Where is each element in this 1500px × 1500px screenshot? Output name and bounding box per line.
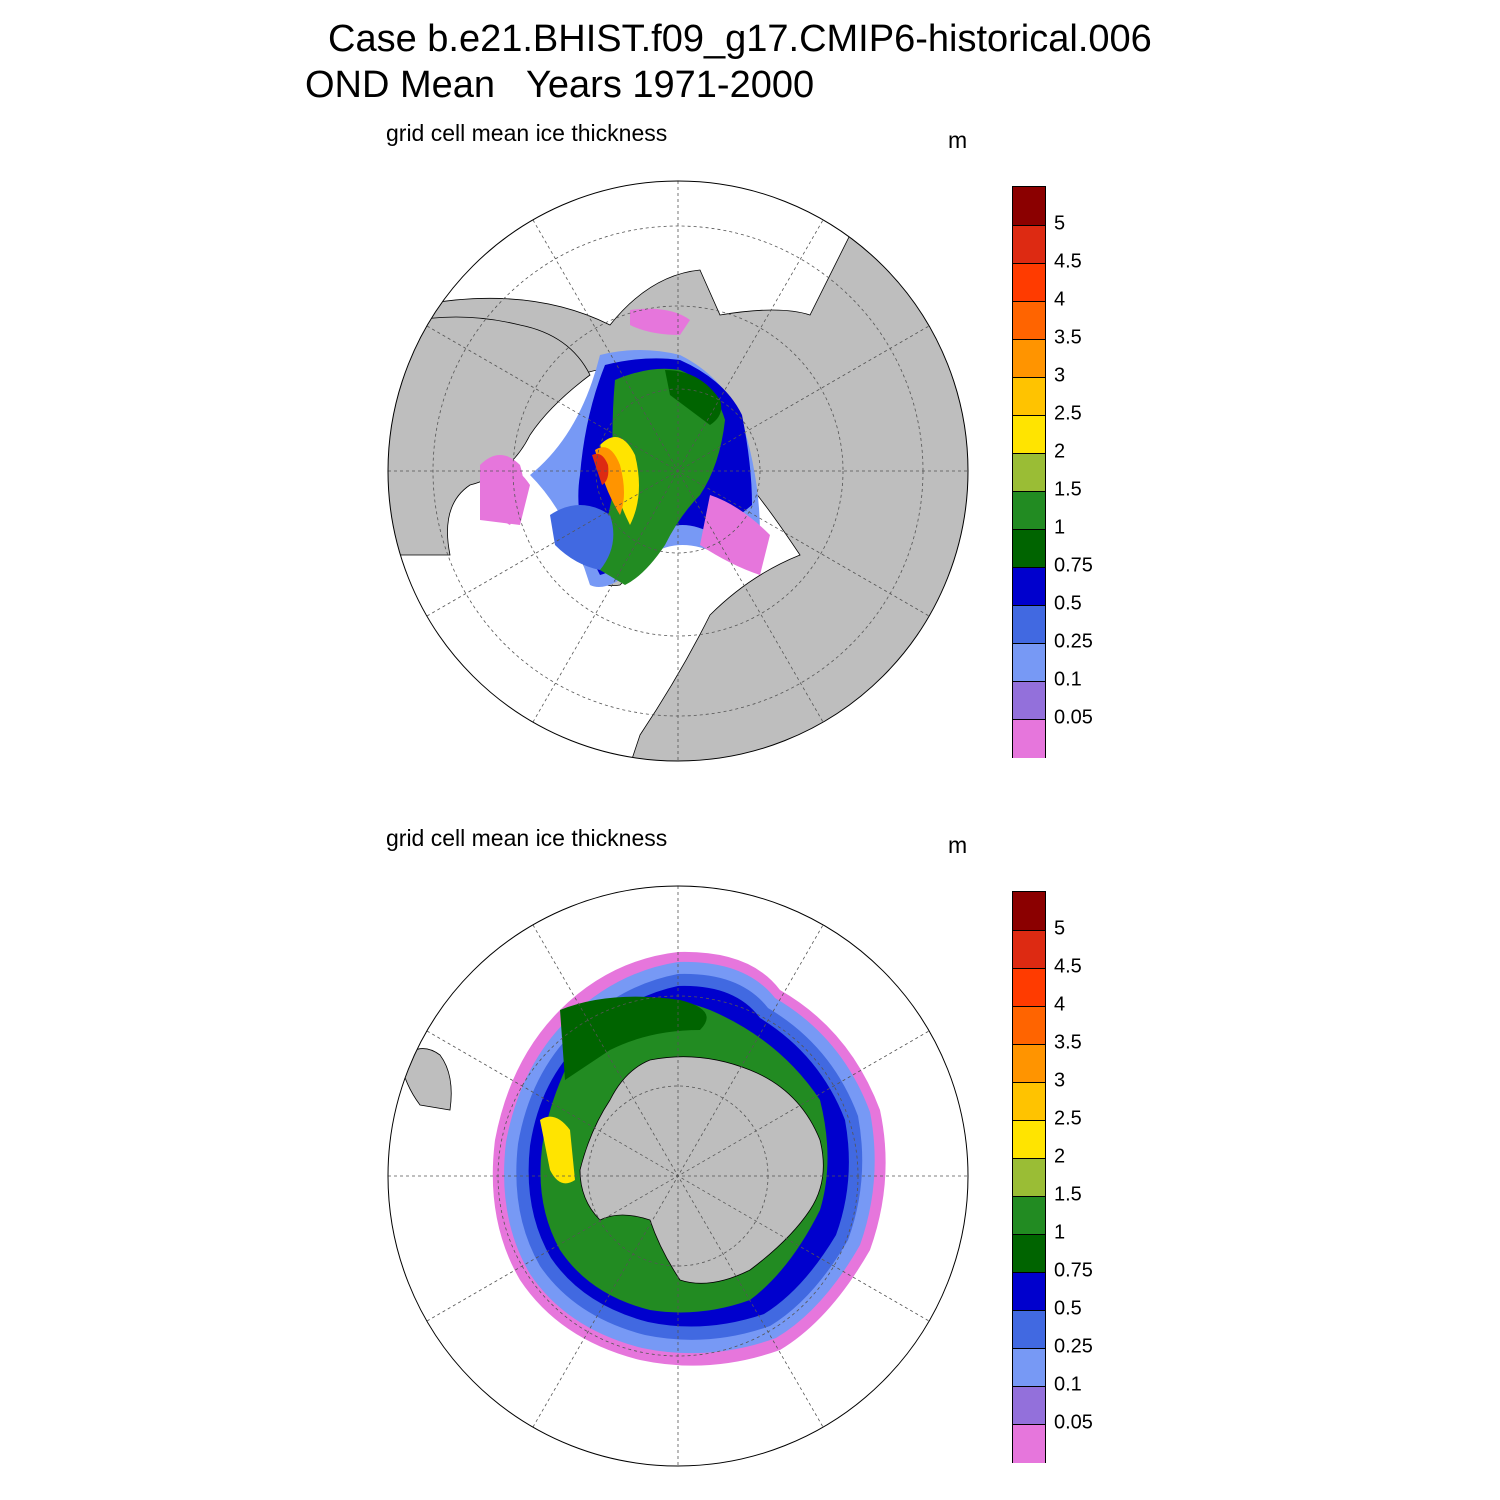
south-colorbar-label-7: 1.5: [1054, 1183, 1082, 1206]
south-colorbar-seg-7: [1013, 1158, 1045, 1197]
south-colorbar-label-13: 0.05: [1054, 1411, 1093, 1434]
north-colorbar-label-11: 0.25: [1054, 630, 1093, 653]
arctic-dark-green-core: [665, 370, 722, 425]
north-colorbar-label-3: 3.5: [1054, 326, 1082, 349]
south-colorbar-seg-0: [1013, 892, 1045, 930]
north-colorbar-seg-6: [1013, 415, 1045, 454]
kara-sea-pink-ice: [700, 495, 770, 575]
north-colorbar-label-7: 1.5: [1054, 478, 1082, 501]
north-colorbar-seg-12: [1013, 643, 1045, 682]
figure-title-case: Case b.e21.BHIST.f09_g17.CMIP6-historica…: [328, 18, 1152, 60]
chukchi-pink-ice: [630, 308, 690, 335]
north-colorbar-label-8: 1: [1054, 516, 1066, 539]
north-colorbar-label-1: 4.5: [1054, 250, 1082, 273]
north-colorbar-label-4: 3: [1054, 364, 1066, 387]
north-colorbar-seg-5: [1013, 377, 1045, 416]
south-colorbar-seg-2: [1013, 968, 1045, 1007]
north-colorbar-seg-8: [1013, 491, 1045, 530]
south-colorbar-label-10: 0.5: [1054, 1297, 1082, 1320]
arctic-graticule: [388, 181, 968, 761]
south-colorbar-seg-3: [1013, 1006, 1045, 1045]
south-america-tip: [399, 1048, 452, 1111]
south-colorbar-label-3: 3.5: [1054, 1031, 1082, 1054]
weddell-dark-green: [560, 996, 707, 1080]
south-colorbar-label-0: 5: [1054, 917, 1066, 940]
south-colorbar-seg-8: [1013, 1196, 1045, 1235]
antarctic-graticule: [388, 886, 968, 1466]
south-panel-subtitle: grid cell mean ice thickness: [386, 825, 668, 851]
south-colorbar-label-4: 3: [1054, 1069, 1066, 1092]
north-colorbar-label-10: 0.5: [1054, 592, 1082, 615]
canadian-archipelago-ice: [550, 505, 614, 570]
south-colorbar-label-9: 0.75: [1054, 1259, 1093, 1282]
south-colorbar-seg-5: [1013, 1082, 1045, 1121]
north-panel-units: m: [948, 127, 968, 153]
north-colorbar-label-2: 4: [1054, 288, 1066, 311]
south-colorbar-seg-12: [1013, 1348, 1045, 1387]
north-colorbar-label-13: 0.05: [1054, 706, 1093, 729]
north-colorbar-label-0: 5: [1054, 212, 1066, 235]
north-colorbar-seg-13: [1013, 681, 1045, 720]
north-colorbar-seg-1: [1013, 225, 1045, 264]
antarctic-polar-map: [387, 885, 969, 1467]
north-colorbar-seg-7: [1013, 453, 1045, 492]
north-colorbar-label-5: 2.5: [1054, 402, 1082, 425]
south-colorbar-label-8: 1: [1054, 1221, 1066, 1244]
north-colorbar-label-6: 2: [1054, 440, 1066, 463]
south-colorbar-label-6: 2: [1054, 1145, 1066, 1168]
arctic-polar-map: [387, 180, 969, 762]
south-colorbar-seg-10: [1013, 1272, 1045, 1311]
north-colorbar-seg-2: [1013, 263, 1045, 302]
south-colorbar-seg-4: [1013, 1044, 1045, 1083]
north-colorbar-seg-4: [1013, 339, 1045, 378]
north-colorbar-seg-11: [1013, 605, 1045, 644]
south-colorbar-label-12: 0.1: [1054, 1373, 1082, 1396]
antarctic-peninsula-yellow: [540, 1116, 575, 1184]
south-colorbar-label-2: 4: [1054, 993, 1066, 1016]
arctic-green-core: [600, 368, 725, 585]
south-colorbar-seg-6: [1013, 1120, 1045, 1159]
north-colorbar-label-9: 0.75: [1054, 554, 1093, 577]
south-panel-units: m: [948, 832, 968, 858]
south-colorbar-seg-9: [1013, 1234, 1045, 1273]
south-colorbar-label-1: 4.5: [1054, 955, 1082, 978]
north-colorbar-seg-14: [1013, 719, 1045, 758]
hudson-bay-ice: [480, 455, 524, 525]
south-colorbar-label-11: 0.25: [1054, 1335, 1093, 1358]
north-colorbar-seg-3: [1013, 301, 1045, 340]
south-colorbar-seg-1: [1013, 930, 1045, 969]
north-colorbar-seg-9: [1013, 529, 1045, 568]
south-colorbar-seg-14: [1013, 1424, 1045, 1463]
arctic-red-thick-ice: [592, 453, 609, 485]
north-colorbar-label-12: 0.1: [1054, 668, 1082, 691]
figure-title-period: OND Mean Years 1971-2000: [305, 64, 815, 106]
south-colorbar-seg-13: [1013, 1386, 1045, 1425]
antarctica-landmass: [579, 1056, 824, 1284]
north-colorbar-seg-0: [1013, 187, 1045, 225]
north-colorbar-seg-10: [1013, 567, 1045, 606]
south-colorbar-seg-11: [1013, 1310, 1045, 1349]
south-colorbar-label-5: 2.5: [1054, 1107, 1082, 1130]
north-panel-subtitle: grid cell mean ice thickness: [386, 120, 668, 146]
